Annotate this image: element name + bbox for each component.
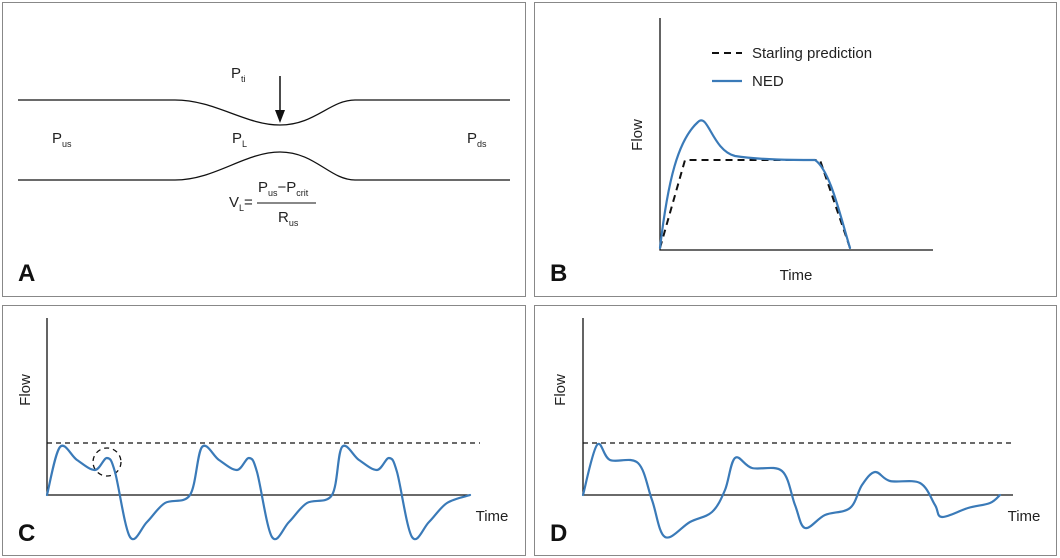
ned-curve <box>658 119 852 250</box>
label-pds: Pds <box>467 130 487 149</box>
label-pl: PL <box>232 130 247 149</box>
panel-b <box>534 2 1057 297</box>
panel-d <box>534 305 1057 556</box>
formula-left: VL= <box>229 194 253 213</box>
panel-letter: A <box>18 260 35 287</box>
y-axis-label: Flow <box>17 374 34 406</box>
label-pus: Pus <box>52 130 72 149</box>
formula-denominator: Rus <box>278 209 299 228</box>
x-axis-label: Time <box>476 508 509 525</box>
y-axis-label: Flow <box>552 374 569 406</box>
panel-c <box>2 305 526 556</box>
label-pti: Pti <box>231 65 246 84</box>
airway-lower-wall <box>18 151 510 181</box>
x-axis-label: Time <box>780 267 813 284</box>
ned-curve <box>45 444 472 541</box>
airway-upper-wall <box>18 99 510 126</box>
y-axis-label: Flow <box>629 119 646 151</box>
panel-letter: B <box>550 260 567 287</box>
highlight-circle <box>92 447 122 477</box>
starling-curve <box>659 159 851 249</box>
panel-a <box>2 2 526 297</box>
ned-curve <box>581 442 1002 539</box>
panel-letter: C <box>18 520 35 547</box>
x-axis-label: Time <box>1008 508 1041 525</box>
formula-numerator: Pus−Pcrit <box>258 179 309 198</box>
axes <box>659 18 933 251</box>
arrow-head <box>275 110 285 123</box>
legend-label: NED <box>752 73 784 90</box>
panel-letter: D <box>550 520 567 547</box>
legend-label: Starling prediction <box>752 45 872 62</box>
